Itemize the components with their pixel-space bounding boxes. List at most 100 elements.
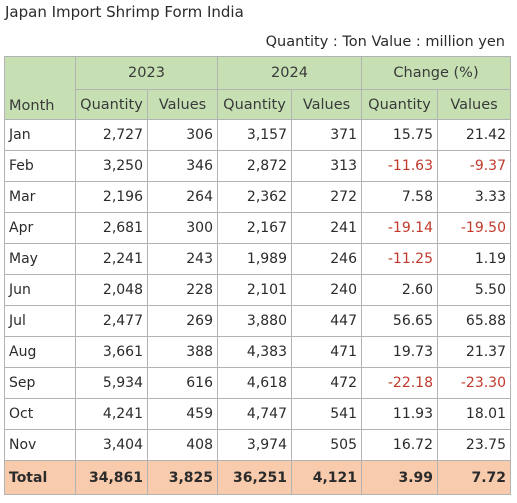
total-label: Total [4, 460, 76, 495]
cell-quantity-change: 56.65 [361, 305, 438, 337]
cell-quantity-2024: 4,618 [217, 367, 292, 399]
cell-quantity-change: -19.14 [361, 212, 438, 244]
cell-values-2023: 264 [147, 181, 218, 213]
table-row: Aug 3,661 388 4,383 471 19.73 21.37 [4, 336, 511, 368]
cell-month: Aug [4, 336, 76, 368]
header-row-metrics: Quantity Values Quantity Values Quantity… [5, 89, 511, 120]
cell-month: Mar [4, 181, 76, 213]
cell-quantity-2024: 3,880 [217, 305, 292, 337]
total-values-change: 7.72 [437, 460, 511, 495]
cell-values-2024: 272 [291, 181, 362, 213]
cell-values-change: 65.88 [437, 305, 511, 337]
cell-values-change: 3.33 [437, 181, 511, 213]
cell-quantity-2023: 2,681 [75, 212, 148, 244]
cell-quantity-2024: 2,362 [217, 181, 292, 213]
cell-values-change: -23.30 [437, 367, 511, 399]
cell-quantity-change: 19.73 [361, 336, 438, 368]
cell-values-change: -9.37 [437, 150, 511, 182]
cell-quantity-2024: 2,872 [217, 150, 292, 182]
table-row: Jun 2,048 228 2,101 240 2.60 5.50 [4, 274, 511, 306]
cell-quantity-change: -22.18 [361, 367, 438, 399]
cell-quantity-change: -11.63 [361, 150, 438, 182]
cell-values-2023: 243 [147, 243, 218, 275]
cell-quantity-2023: 3,250 [75, 150, 148, 182]
header-2023: 2023 [75, 56, 218, 90]
total-row: Total 34,861 3,825 36,251 4,121 3.99 7.7… [4, 460, 511, 495]
table-body: Jan 2,727 306 3,157 371 15.75 21.42 Feb 3,250 346… [4, 119, 511, 461]
header-quantity-2023: Quantity [75, 89, 148, 120]
total-values-2023: 3,825 [147, 460, 218, 495]
cell-values-2024: 240 [291, 274, 362, 306]
total-values-2024: 4,121 [291, 460, 362, 495]
cell-values-2023: 228 [147, 274, 218, 306]
cell-quantity-2024: 2,167 [217, 212, 292, 244]
cell-values-2023: 616 [147, 367, 218, 399]
cell-values-2023: 388 [147, 336, 218, 368]
cell-values-2024: 447 [291, 305, 362, 337]
cell-quantity-2023: 5,934 [75, 367, 148, 399]
shrimp-import-table: Month 2023 2024 Change (%) Quantity Valu… [4, 56, 511, 495]
cell-month: Apr [4, 212, 76, 244]
cell-values-2024: 371 [291, 119, 362, 151]
cell-quantity-2024: 3,157 [217, 119, 292, 151]
table-row: Apr 2,681 300 2,167 241 -19.14 -19.50 [4, 212, 511, 244]
table-row: Sep 5,934 616 4,618 472 -22.18 -23.30 [4, 367, 511, 399]
cell-values-2024: 472 [291, 367, 362, 399]
cell-values-2023: 408 [147, 429, 218, 461]
cell-quantity-change: 15.75 [361, 119, 438, 151]
cell-month: Oct [4, 398, 76, 430]
cell-values-2024: 541 [291, 398, 362, 430]
table-row: Jul 2,477 269 3,880 447 56.65 65.88 [4, 305, 511, 337]
table-row: May 2,241 243 1,989 246 -11.25 1.19 [4, 243, 511, 275]
header-row-years: Month 2023 2024 Change (%) [4, 56, 511, 120]
cell-quantity-2024: 4,383 [217, 336, 292, 368]
cell-values-2023: 300 [147, 212, 218, 244]
cell-values-2024: 241 [291, 212, 362, 244]
header-2024: 2024 [217, 56, 362, 90]
cell-month: Jun [4, 274, 76, 306]
cell-values-2023: 346 [147, 150, 218, 182]
cell-quantity-change: 16.72 [361, 429, 438, 461]
cell-quantity-2023: 2,196 [75, 181, 148, 213]
cell-quantity-2023: 3,661 [75, 336, 148, 368]
cell-quantity-2023: 2,477 [75, 305, 148, 337]
cell-values-change: -19.50 [437, 212, 511, 244]
cell-values-2023: 306 [147, 119, 218, 151]
cell-values-change: 21.37 [437, 336, 511, 368]
cell-quantity-2023: 4,241 [75, 398, 148, 430]
cell-quantity-2023: 2,727 [75, 119, 148, 151]
cell-values-change: 21.42 [437, 119, 511, 151]
cell-quantity-2024: 2,101 [217, 274, 292, 306]
cell-quantity-2023: 2,241 [75, 243, 148, 275]
header-values-change: Values [437, 89, 511, 120]
cell-quantity-2023: 3,404 [75, 429, 148, 461]
table-row: Feb 3,250 346 2,872 313 -11.63 -9.37 [4, 150, 511, 182]
cell-month: Jan [4, 119, 76, 151]
cell-values-2024: 505 [291, 429, 362, 461]
table-row: Mar 2,196 264 2,362 272 7.58 3.33 [4, 181, 511, 213]
table-row: Jan 2,727 306 3,157 371 15.75 21.42 [4, 119, 511, 151]
total-quantity-change: 3.99 [361, 460, 438, 495]
header-change: Change (%) [361, 56, 511, 90]
cell-values-change: 23.75 [437, 429, 511, 461]
cell-quantity-2024: 3,974 [217, 429, 292, 461]
header-values-2023: Values [147, 89, 218, 120]
cell-values-change: 1.19 [437, 243, 511, 275]
cell-values-2024: 246 [291, 243, 362, 275]
total-quantity-2024: 36,251 [217, 460, 292, 495]
cell-values-2023: 269 [147, 305, 218, 337]
cell-values-2024: 471 [291, 336, 362, 368]
cell-values-2024: 313 [291, 150, 362, 182]
header-month: Month [4, 56, 76, 120]
cell-values-change: 18.01 [437, 398, 511, 430]
cell-month: May [4, 243, 76, 275]
cell-values-2023: 459 [147, 398, 218, 430]
total-quantity-2023: 34,861 [75, 460, 148, 495]
table-row: Oct 4,241 459 4,747 541 11.93 18.01 [4, 398, 511, 430]
header-quantity-2024: Quantity [217, 89, 292, 120]
cell-quantity-change: -11.25 [361, 243, 438, 275]
cell-quantity-change: 11.93 [361, 398, 438, 430]
cell-quantity-2024: 4,747 [217, 398, 292, 430]
units-note: Quantity : Ton Value : million yen [265, 34, 505, 50]
cell-month: Sep [4, 367, 76, 399]
